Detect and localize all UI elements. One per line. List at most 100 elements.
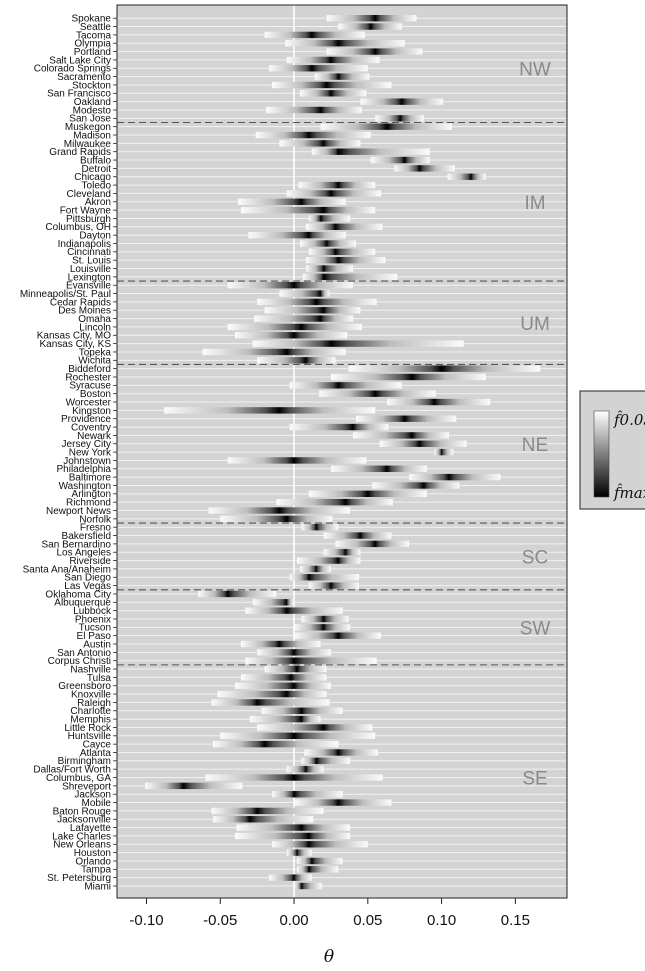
city-label: Austin [83, 639, 111, 650]
interval-bar [205, 774, 383, 781]
city-label: Cleveland [67, 189, 111, 200]
interval-bar [299, 565, 331, 573]
interval-bar [330, 465, 427, 472]
city-label: Raleigh [77, 698, 111, 709]
interval-bar [301, 615, 349, 623]
interval-bar [279, 290, 330, 297]
interval-bar [302, 273, 398, 281]
city-label: Charlotte [70, 706, 111, 717]
interval-bar [286, 190, 382, 197]
city-label: Biddeford [68, 364, 111, 375]
legend-top-label: f̂0.05 [613, 411, 645, 429]
plot-background [117, 5, 567, 898]
interval-bar [211, 807, 324, 815]
interval-bar [294, 799, 392, 806]
city-label: Arlington [72, 489, 111, 500]
city-label: Richmond [66, 498, 111, 509]
legend: f̂0.05 f̂max [579, 390, 645, 510]
interval-bar [299, 240, 357, 247]
region-label: SW [520, 618, 551, 639]
x-tick-label: 0.10 [427, 912, 456, 929]
interval-bar [264, 665, 327, 673]
interval-bar [304, 749, 379, 756]
city-labels: SpokaneSeattleTacomaOlympiaPortlandSalt … [20, 14, 117, 892]
interval-bar [208, 507, 351, 514]
interval-bar [348, 365, 541, 372]
city-label: Tulsa [87, 673, 112, 684]
interval-bar [145, 782, 243, 790]
city-label: Lake Charles [52, 831, 111, 842]
interval-bar [257, 724, 373, 731]
x-axis: -0.10 -0.05 0.00 0.05 0.10 0.15 [129, 898, 530, 929]
city-label: Orlando [75, 856, 111, 867]
interval-bar [271, 841, 368, 848]
interval-bar [198, 590, 277, 598]
interval-bar [237, 198, 346, 205]
x-tick-label: 0.00 [279, 912, 308, 929]
city-label: Detroit [82, 164, 112, 175]
city-label: Lubbock [73, 606, 112, 617]
x-tick-label: -0.05 [203, 912, 237, 929]
city-label: Los Angeles [57, 548, 112, 559]
interval-bar [297, 857, 343, 865]
interval-bar [164, 407, 376, 414]
city-label: Little Rock [64, 723, 112, 734]
city-label: Corpus Christi [48, 656, 111, 667]
interval-bar [314, 73, 370, 80]
city-label: Riverside [69, 556, 111, 567]
x-tick-label: 0.05 [353, 912, 382, 929]
interval-bar [326, 15, 417, 22]
interval-bar [286, 56, 380, 64]
interval-bar [257, 298, 377, 306]
city-label: Washington [59, 481, 111, 492]
city-label: Olympia [74, 39, 111, 50]
interval-bar [220, 515, 333, 523]
city-label: Bakersfield [62, 531, 111, 542]
interval-bar [434, 448, 454, 456]
city-label: Cayce [83, 740, 112, 751]
city-label: Syracuse [69, 381, 111, 392]
city-label: Rochester [65, 372, 111, 383]
city-label: Lincoln [79, 322, 111, 333]
interval-bar [240, 674, 327, 681]
city-label: New York [69, 448, 112, 459]
interval-bar [268, 65, 368, 72]
interval-bar [279, 140, 361, 147]
region-label: NE [522, 435, 548, 456]
interval-bar [387, 398, 491, 406]
city-label: Minneapolis/St. Paul [20, 289, 111, 300]
interval-bar [305, 256, 386, 264]
city-label: Portland [74, 47, 111, 58]
interval-bar [308, 215, 351, 222]
city-label: Baton Rouge [53, 806, 112, 817]
city-label: Salt Lake City [49, 55, 111, 66]
city-label: Nashville [70, 664, 111, 675]
city-label: San Jose [69, 114, 111, 125]
city-label: Baltimore [69, 473, 112, 484]
city-label: Kansas City, MO [37, 331, 111, 342]
interval-bar [319, 390, 436, 397]
interval-bar [370, 156, 430, 164]
interval-bar [217, 690, 327, 698]
region-separators [117, 121, 567, 666]
interval-bar [297, 557, 361, 564]
city-label: Lafayette [70, 823, 112, 834]
interval-bar [301, 523, 339, 531]
region-label: NW [519, 59, 551, 80]
interval-bar [271, 81, 392, 89]
city-label: Kansas City, KS [39, 339, 111, 350]
city-label: New Orleans [53, 840, 111, 851]
city-label: Worcester [66, 397, 112, 408]
interval-bar [289, 423, 389, 431]
interval-bar [297, 866, 339, 873]
city-label: Jackson [74, 790, 111, 801]
city-label: Buffalo [80, 155, 111, 166]
interval-bar [235, 832, 351, 840]
city-label: Boston [80, 389, 111, 400]
city-label: Stockton [72, 80, 111, 91]
interval-bar [268, 874, 312, 881]
interval-bar [305, 265, 354, 272]
interval-bar [202, 348, 346, 356]
region-label: UM [520, 314, 550, 335]
x-tick-label: 0.15 [501, 912, 530, 929]
